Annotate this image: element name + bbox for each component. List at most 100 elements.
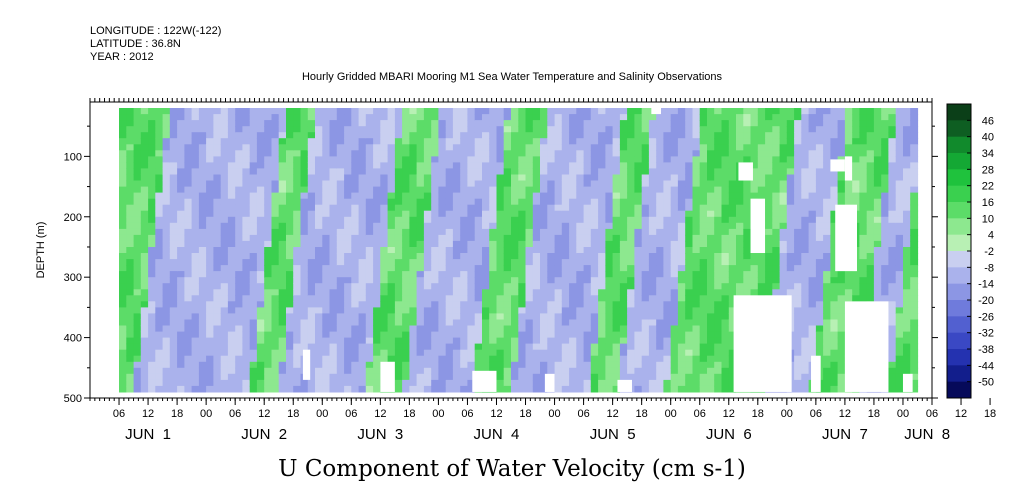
heatmap-cell [656, 253, 665, 260]
heatmap-cell [772, 150, 781, 157]
heatmap-cell [663, 253, 672, 260]
heatmap-cell [801, 313, 810, 320]
heatmap-cell [169, 234, 178, 242]
heatmap-cell [714, 337, 723, 345]
heatmap-cell [256, 114, 265, 121]
heatmap-cell [344, 307, 352, 314]
heatmap-cell [612, 379, 621, 387]
heatmap-cell [452, 289, 461, 296]
heatmap-cell [431, 313, 440, 320]
heatmap-cell [627, 198, 635, 206]
heatmap-cell [191, 204, 200, 212]
heatmap-cell [503, 174, 512, 182]
heatmap-cell [467, 138, 476, 145]
heatmap-cell [830, 228, 839, 236]
heatmap-cell [264, 156, 273, 163]
heatmap-cell [329, 247, 338, 254]
heatmap-cell [656, 120, 665, 127]
heatmap-cell [191, 126, 200, 133]
heatmap-cell [598, 186, 606, 194]
heatmap-cell [554, 319, 563, 327]
heatmap-cell [482, 355, 490, 363]
heatmap-cell [373, 265, 381, 272]
heatmap-cell [779, 126, 788, 133]
heatmap-cell [554, 307, 563, 314]
heatmap-cell [358, 234, 367, 242]
heatmap-cell [881, 198, 890, 206]
heatmap-cell [438, 355, 447, 363]
heatmap-cell [837, 343, 846, 351]
heatmap-cell [482, 174, 490, 182]
heatmap-cell [801, 289, 810, 296]
heatmap-cell [206, 349, 214, 357]
heatmap-cell [598, 259, 606, 266]
heatmap-cell [714, 325, 723, 333]
heatmap-cell [619, 210, 628, 218]
heatmap-cell [503, 355, 512, 363]
heatmap-cell [823, 150, 831, 157]
heatmap-cell [634, 361, 643, 369]
heatmap-cell [837, 331, 846, 339]
heatmap-cell [670, 204, 679, 212]
heatmap-cell [576, 259, 585, 266]
heatmap-cell [133, 108, 142, 115]
heatmap-cell [815, 150, 824, 157]
heatmap-cell [416, 367, 425, 375]
heatmap-cell [583, 114, 592, 121]
heatmap-cell [336, 120, 345, 127]
heatmap-cell [387, 289, 396, 296]
heatmap-cell [801, 355, 810, 363]
heatmap-cell [583, 367, 592, 375]
heatmap-cell [525, 228, 534, 236]
heatmap-cell [779, 234, 788, 242]
heatmap-cell [271, 277, 280, 284]
heatmap-cell [823, 216, 831, 224]
heatmap-cell [155, 114, 164, 121]
heatmap-cell [511, 156, 519, 163]
heatmap-cell [256, 156, 265, 163]
heatmap-cell [641, 379, 650, 387]
heatmap-cell [728, 234, 737, 242]
heatmap-cell [264, 210, 273, 218]
heatmap-cell [830, 361, 839, 369]
heatmap-cell [815, 138, 824, 145]
heatmap-cell [663, 319, 672, 327]
heatmap-cell [707, 259, 715, 266]
heatmap-cell [213, 313, 222, 320]
heatmap-cell [525, 216, 534, 224]
heatmap-cell [670, 283, 679, 290]
heatmap-cell [619, 192, 628, 200]
heatmap-cell [329, 301, 338, 308]
heatmap-cell [227, 343, 236, 351]
heatmap-cell [569, 337, 577, 345]
heatmap-cell [619, 295, 628, 302]
heatmap-cell [126, 253, 135, 260]
heatmap-cell [358, 156, 367, 163]
heatmap-cell [351, 120, 360, 127]
heatmap-cell [677, 343, 686, 351]
heatmap-cell [387, 313, 396, 320]
heatmap-cell [293, 319, 302, 327]
heatmap-cell [423, 222, 432, 230]
heatmap-cell [416, 186, 425, 194]
heatmap-cell [532, 138, 541, 145]
heatmap-cell [365, 319, 374, 327]
heatmap-cell [358, 271, 367, 278]
heatmap-cell [423, 138, 432, 145]
heatmap-cell [256, 271, 265, 278]
heatmap-cell [728, 174, 737, 182]
heatmap-cell [518, 216, 527, 224]
heatmap-cell [394, 228, 403, 236]
heatmap-cell [750, 126, 759, 133]
heatmap-cell [431, 253, 440, 260]
heatmap-cell [387, 271, 396, 278]
heatmap-cell [452, 337, 461, 345]
heatmap-cell [220, 138, 229, 145]
heatmap-cell [344, 343, 352, 351]
heatmap-cell [707, 253, 715, 260]
heatmap-cell [699, 114, 708, 121]
heatmap-cell [148, 361, 156, 369]
heatmap-cell [627, 301, 635, 308]
heatmap-cell [344, 150, 352, 157]
heatmap-cell [518, 247, 527, 254]
